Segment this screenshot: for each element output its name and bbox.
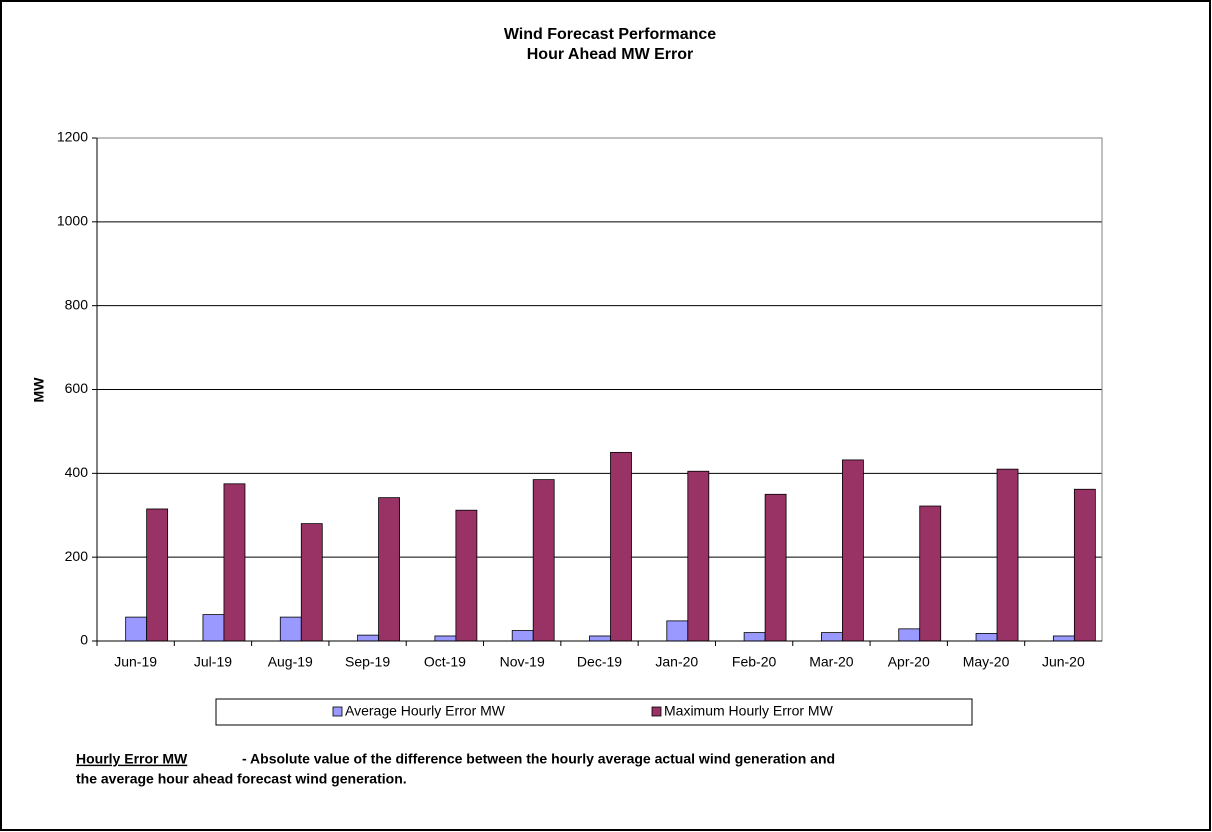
x-tick-label: Jan-20 [655,654,698,670]
x-tick-label: Apr-20 [888,654,930,670]
y-tick-label: 400 [65,464,89,480]
bar [279,616,302,642]
legend [215,698,973,726]
bar [434,635,457,642]
footnote-term: Hourly Error MW [76,751,188,767]
x-tick-label: Jun-19 [114,654,157,670]
bar [975,633,998,642]
x-tick-label: Nov-19 [500,654,545,670]
x-tick-label: Feb-20 [732,654,777,670]
chart-title: Wind Forecast Performance [504,26,716,43]
y-tick-label: 1200 [57,129,88,145]
bar [666,620,689,642]
x-tick-label: Jul-19 [194,654,232,670]
bar [764,493,787,642]
bar [919,505,942,642]
y-tick-label: 1000 [57,213,88,229]
bar [610,451,632,642]
bar [511,630,534,642]
bar [125,616,148,642]
legend-label: Maximum Hourly Error MW [664,703,834,719]
x-tick-label: Sep-19 [345,654,390,670]
bar [357,634,379,642]
bar [146,508,169,642]
y-tick-label: 0 [80,632,88,648]
bar [455,509,478,642]
y-tick-label: 200 [65,548,89,564]
x-tick-label: Mar-20 [809,654,854,670]
x-tick-label: Jun-20 [1042,654,1085,670]
bar [1073,488,1096,642]
footnote-line: - Absolute value of the difference betwe… [242,751,835,767]
bar [202,614,225,642]
bar [1052,635,1075,642]
bar [842,459,864,642]
bar [743,632,766,642]
y-tick-label: 800 [65,296,89,312]
bar [687,470,710,642]
y-axis-label: MW [31,377,47,403]
legend-label: Average Hourly Error MW [345,703,506,719]
bar [821,632,843,642]
bar [996,468,1019,642]
x-tick-label: Oct-19 [424,654,466,670]
x-tick-label: Aug-19 [268,654,313,670]
bar [300,523,323,642]
x-tick-label: Dec-19 [577,654,622,670]
legend-swatch [651,706,662,717]
x-tick-label: May-20 [963,654,1010,670]
bar [898,628,921,642]
footnote-line: the average hour ahead forecast wind gen… [76,771,407,787]
y-tick-label: 600 [65,380,89,396]
bar [589,635,611,642]
bar [532,479,555,642]
legend-swatch [332,706,343,717]
bar [378,497,400,642]
chart-subtitle: Hour Ahead MW Error [527,46,694,63]
bar [223,483,246,642]
